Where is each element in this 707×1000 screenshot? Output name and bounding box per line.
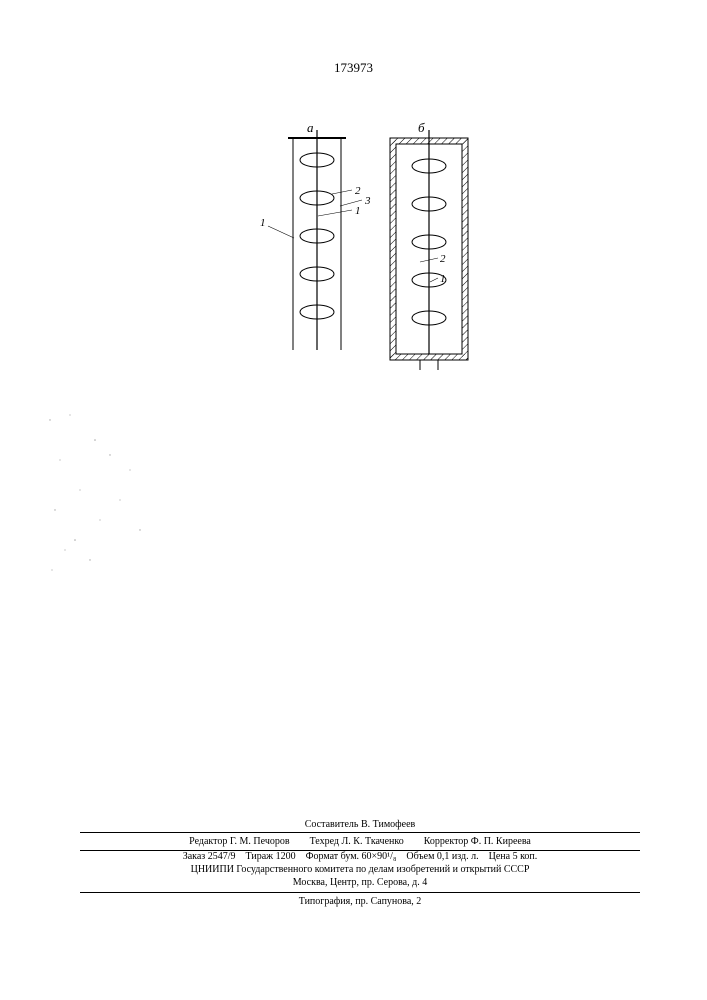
- technical-figure: а 2 1 3 1 б: [260, 120, 490, 390]
- footer-pub-line1: Заказ 2547/9 Тираж 1200 Формат бум. 60×9…: [80, 850, 640, 863]
- figure-label-a: а: [307, 120, 314, 135]
- svg-text:1: 1: [260, 217, 266, 229]
- svg-text:2: 2: [440, 253, 446, 265]
- svg-text:3: 3: [364, 195, 371, 207]
- svg-text:1: 1: [355, 205, 361, 217]
- figure-label-b: б: [418, 120, 425, 135]
- scan-noise: [40, 400, 180, 580]
- svg-text:2: 2: [355, 185, 361, 197]
- footer-pub-line3: Москва, Центр, пр. Серова, д. 4: [80, 876, 640, 889]
- footer-compiler: Составитель В. Тимофеев: [80, 818, 640, 831]
- footer-typography: Типография, пр. Сапунова, 2: [80, 892, 640, 908]
- footer-editors: Редактор Г. М. Печоров Техред Л. К. Ткач…: [80, 832, 640, 851]
- footer-pub-line2: ЦНИИПИ Государственного комитета по дела…: [80, 863, 640, 876]
- footer-publication: Заказ 2547/9 Тираж 1200 Формат бум. 60×9…: [80, 850, 640, 889]
- page-number: 173973: [0, 60, 707, 76]
- svg-text:1: 1: [440, 273, 446, 285]
